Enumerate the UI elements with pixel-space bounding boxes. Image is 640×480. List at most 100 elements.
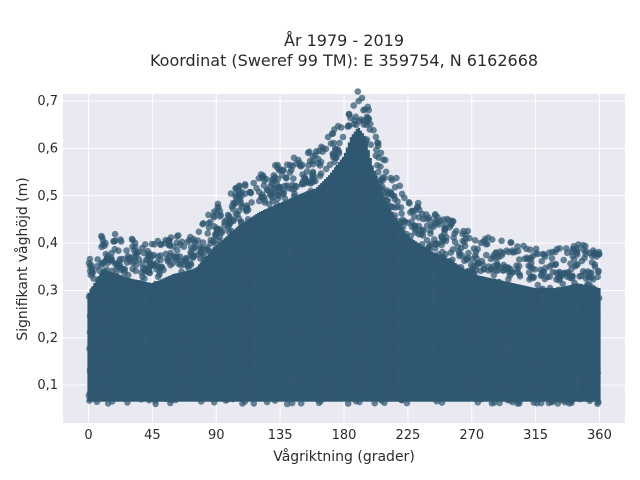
data-point xyxy=(375,292,383,300)
data-point xyxy=(473,387,481,395)
data-point-cluster xyxy=(551,288,554,402)
data-point xyxy=(360,227,367,235)
data-point xyxy=(420,325,428,333)
data-point xyxy=(187,260,194,267)
data-point xyxy=(326,161,334,168)
data-point xyxy=(281,182,289,190)
data-point xyxy=(377,248,385,255)
data-point xyxy=(272,217,280,224)
data-point xyxy=(367,141,375,148)
data-point xyxy=(230,199,237,207)
data-point xyxy=(571,301,578,309)
data-point xyxy=(167,322,174,329)
data-point xyxy=(254,350,261,357)
data-point xyxy=(144,267,151,275)
data-point-cluster xyxy=(464,269,467,402)
data-point xyxy=(426,354,434,362)
data-point xyxy=(365,229,373,236)
data-point xyxy=(100,356,108,364)
data-point xyxy=(370,126,377,134)
data-point xyxy=(413,351,421,358)
data-point xyxy=(413,371,420,378)
data-point xyxy=(464,292,471,299)
data-point xyxy=(150,251,157,259)
data-point xyxy=(584,359,592,367)
data-point xyxy=(308,272,315,280)
data-point-cluster xyxy=(188,270,191,402)
data-point xyxy=(120,388,127,396)
data-point xyxy=(486,338,493,346)
data-point xyxy=(426,216,434,224)
data-point xyxy=(540,341,548,349)
data-point xyxy=(274,161,281,169)
data-point xyxy=(339,205,346,213)
data-point xyxy=(162,359,170,366)
data-point xyxy=(430,304,438,311)
data-point xyxy=(121,373,128,380)
data-point xyxy=(519,390,527,398)
data-point xyxy=(529,289,536,296)
data-point xyxy=(305,391,313,399)
data-point xyxy=(364,394,372,402)
data-point xyxy=(404,282,411,289)
data-point xyxy=(313,294,321,302)
data-point xyxy=(189,362,197,370)
data-point xyxy=(129,236,136,244)
data-point-cluster xyxy=(375,176,378,402)
data-point xyxy=(487,255,495,263)
data-point xyxy=(452,370,460,377)
data-point xyxy=(384,253,391,261)
data-point xyxy=(486,382,494,390)
data-point xyxy=(595,251,603,258)
data-point-cluster xyxy=(288,198,291,402)
data-point xyxy=(588,301,595,309)
data-point xyxy=(126,254,133,262)
data-point-cluster xyxy=(472,274,475,402)
data-point xyxy=(467,306,475,314)
data-point-cluster xyxy=(466,270,469,402)
data-point xyxy=(478,382,486,389)
data-point-cluster xyxy=(186,270,189,402)
data-point xyxy=(507,373,515,381)
data-point xyxy=(506,329,514,337)
data-point xyxy=(561,398,569,406)
data-point xyxy=(222,271,230,279)
data-point xyxy=(434,219,441,226)
data-point xyxy=(584,327,591,335)
data-point xyxy=(411,223,419,230)
data-point xyxy=(255,367,263,374)
data-point xyxy=(269,250,276,257)
data-point xyxy=(174,290,182,297)
data-point xyxy=(572,261,580,269)
data-point xyxy=(160,266,167,274)
data-point xyxy=(491,399,498,406)
data-point xyxy=(119,255,126,263)
data-point xyxy=(498,284,506,292)
data-point xyxy=(232,210,240,218)
data-point xyxy=(299,171,306,178)
data-point xyxy=(180,257,188,264)
data-point xyxy=(436,346,443,354)
data-point xyxy=(369,324,377,332)
data-point xyxy=(285,325,293,332)
data-point-cluster xyxy=(314,188,317,402)
data-point xyxy=(289,254,296,262)
data-point xyxy=(287,357,295,365)
data-point xyxy=(187,304,194,312)
data-point xyxy=(178,268,185,276)
data-point xyxy=(309,342,317,350)
data-point xyxy=(132,253,139,261)
data-point xyxy=(442,311,449,319)
data-point xyxy=(343,173,350,180)
data-point-cluster xyxy=(217,243,220,402)
data-point-cluster xyxy=(142,281,145,402)
data-point xyxy=(139,244,146,252)
x-axis-ticks: 0 45 90 135 180 225 270 315 360 xyxy=(84,428,611,443)
data-point xyxy=(301,281,308,289)
data-point xyxy=(410,311,418,319)
data-point xyxy=(315,228,323,235)
data-point xyxy=(313,332,320,340)
data-point xyxy=(258,194,265,201)
data-point xyxy=(513,262,520,270)
data-point xyxy=(86,329,94,336)
